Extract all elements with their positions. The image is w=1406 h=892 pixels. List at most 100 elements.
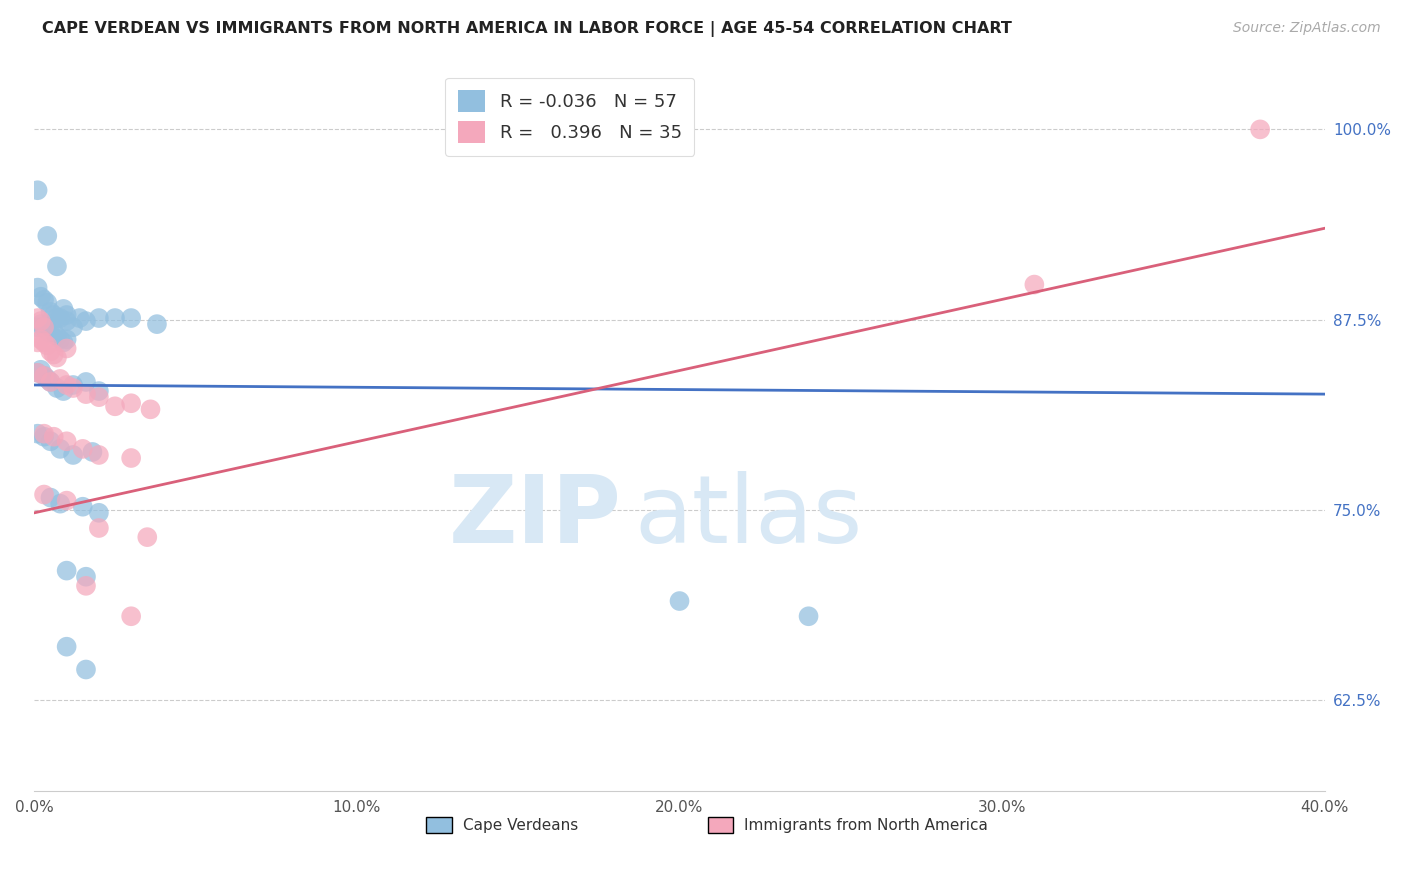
Point (87, 521, 110, 535)
Point (55, 314, 77, 328)
Point (1024, 277, 1046, 292)
Point (797, 609, 820, 624)
Point (668, 594, 690, 608)
Point (37, 338, 59, 352)
Point (30, 363, 52, 377)
Point (62, 320, 84, 334)
Point (46, 329, 69, 343)
Point (27, 311, 49, 326)
Point (75, 579, 97, 593)
Text: ZIP: ZIP (449, 471, 621, 563)
Point (75, 375, 97, 389)
Point (32, 293, 55, 307)
Point (39, 326, 62, 341)
Point (55, 640, 77, 654)
Point (27, 320, 49, 334)
Point (55, 342, 77, 356)
Point (37, 323, 59, 337)
Point (87, 506, 110, 520)
Point (42, 308, 65, 322)
Point (27, 280, 49, 294)
Point (55, 564, 77, 578)
Point (49, 442, 72, 456)
Point (139, 402, 162, 417)
Point (75, 570, 97, 584)
Point (30, 314, 52, 328)
Point (32, 368, 55, 383)
Point (69, 311, 91, 326)
Point (52, 335, 75, 350)
Point (120, 311, 142, 326)
Point (87, 448, 110, 462)
Text: Source: ZipAtlas.com: Source: ZipAtlas.com (1233, 21, 1381, 35)
Point (87, 390, 110, 404)
Point (32, 368, 55, 383)
Point (136, 530, 159, 544)
Point (55, 434, 77, 449)
Point (39, 375, 62, 389)
Point (49, 311, 72, 326)
Point (72, 442, 94, 456)
Point (39, 434, 62, 449)
Point (32, 430, 55, 444)
Point (42, 347, 65, 361)
Point (32, 487, 55, 501)
Point (49, 372, 72, 386)
Point (75, 314, 97, 328)
Point (104, 311, 127, 326)
Point (75, 663, 97, 677)
Point (75, 387, 97, 401)
Point (39, 491, 62, 505)
Point (55, 332, 77, 346)
Point (49, 497, 72, 511)
Point (104, 399, 127, 413)
Point (55, 378, 77, 392)
Point (55, 308, 77, 322)
Point (120, 396, 142, 410)
Point (37, 295, 59, 310)
Point (52, 384, 75, 398)
Point (146, 317, 169, 331)
Point (62, 378, 84, 392)
Point (82, 445, 104, 459)
Point (46, 381, 69, 395)
Point (120, 450, 142, 465)
Point (27, 335, 49, 350)
Point (62, 381, 84, 395)
Point (37, 372, 59, 386)
Legend: R = -0.036   N = 57, R =   0.396   N = 35: R = -0.036 N = 57, R = 0.396 N = 35 (446, 78, 695, 156)
Point (30, 290, 52, 304)
Point (32, 335, 55, 350)
Point (27, 183, 49, 197)
Point (32, 320, 55, 334)
Point (27, 426, 49, 441)
Point (39, 344, 62, 359)
Point (37, 228, 59, 243)
Point (42, 323, 65, 337)
Point (87, 311, 110, 326)
Point (55, 493, 77, 508)
Point (62, 448, 84, 462)
Point (52, 301, 75, 316)
Point (27, 366, 49, 380)
Point (39, 305, 62, 319)
Text: Cape Verdeans: Cape Verdeans (463, 818, 578, 832)
Text: CAPE VERDEAN VS IMMIGRANTS FROM NORTH AMERICA IN LABOR FORCE | AGE 45-54 CORRELA: CAPE VERDEAN VS IMMIGRANTS FROM NORTH AM… (42, 21, 1012, 37)
Point (32, 320, 55, 334)
Point (46, 260, 69, 274)
Point (27, 366, 49, 380)
Point (30, 317, 52, 331)
Point (46, 351, 69, 365)
Point (30, 332, 52, 346)
Point (49, 332, 72, 346)
Point (120, 609, 142, 624)
Point (32, 426, 55, 441)
Point (46, 311, 69, 326)
Text: Immigrants from North America: Immigrants from North America (744, 818, 988, 832)
Point (72, 500, 94, 514)
Point (39, 375, 62, 389)
Point (42, 430, 65, 444)
Text: atlas: atlas (634, 471, 863, 563)
Point (1249, 122, 1271, 136)
Point (87, 384, 110, 398)
